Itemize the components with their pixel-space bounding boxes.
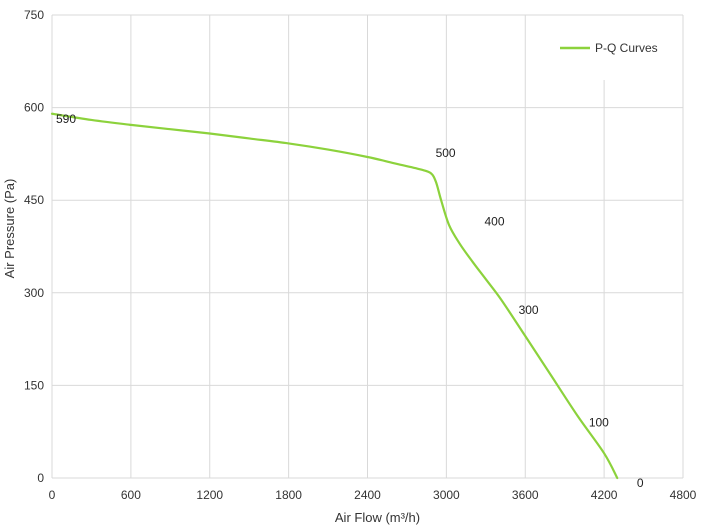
data-label: 590 [56,112,76,126]
x-axis-title: Air Flow (m³/h) [335,510,420,525]
y-tick-label: 150 [24,378,44,392]
grid [51,14,684,479]
pq-curve-line [50,112,619,480]
x-tick-label: 1200 [196,488,223,502]
x-tick-label: 600 [121,488,141,502]
legend: P-Q Curves [560,41,658,55]
x-tick-label: 3000 [433,488,460,502]
data-label: 500 [436,146,456,160]
y-tick-label: 300 [24,286,44,300]
series-layer [50,112,619,480]
x-tick-label: 0 [49,488,56,502]
y-tick-label: 750 [24,8,44,22]
y-tick-label: 600 [24,101,44,115]
x-tick-label: 4200 [591,488,618,502]
x-tick-label: 4800 [670,488,697,502]
data-label: 0 [637,476,644,490]
data-labels: 590 500 400 300 100 0 [56,112,644,490]
data-label: 300 [519,303,539,317]
x-tick-label: 1800 [275,488,302,502]
x-tick-label: 3600 [512,488,539,502]
data-label: 100 [589,415,609,429]
y-axis-title: Air Pressure (Pa) [2,179,17,279]
y-tick-label: 0 [37,471,44,485]
data-label: 400 [485,214,505,228]
legend-label: P-Q Curves [595,41,658,55]
y-tick-label: 450 [24,193,44,207]
x-tick-label: 2400 [354,488,381,502]
